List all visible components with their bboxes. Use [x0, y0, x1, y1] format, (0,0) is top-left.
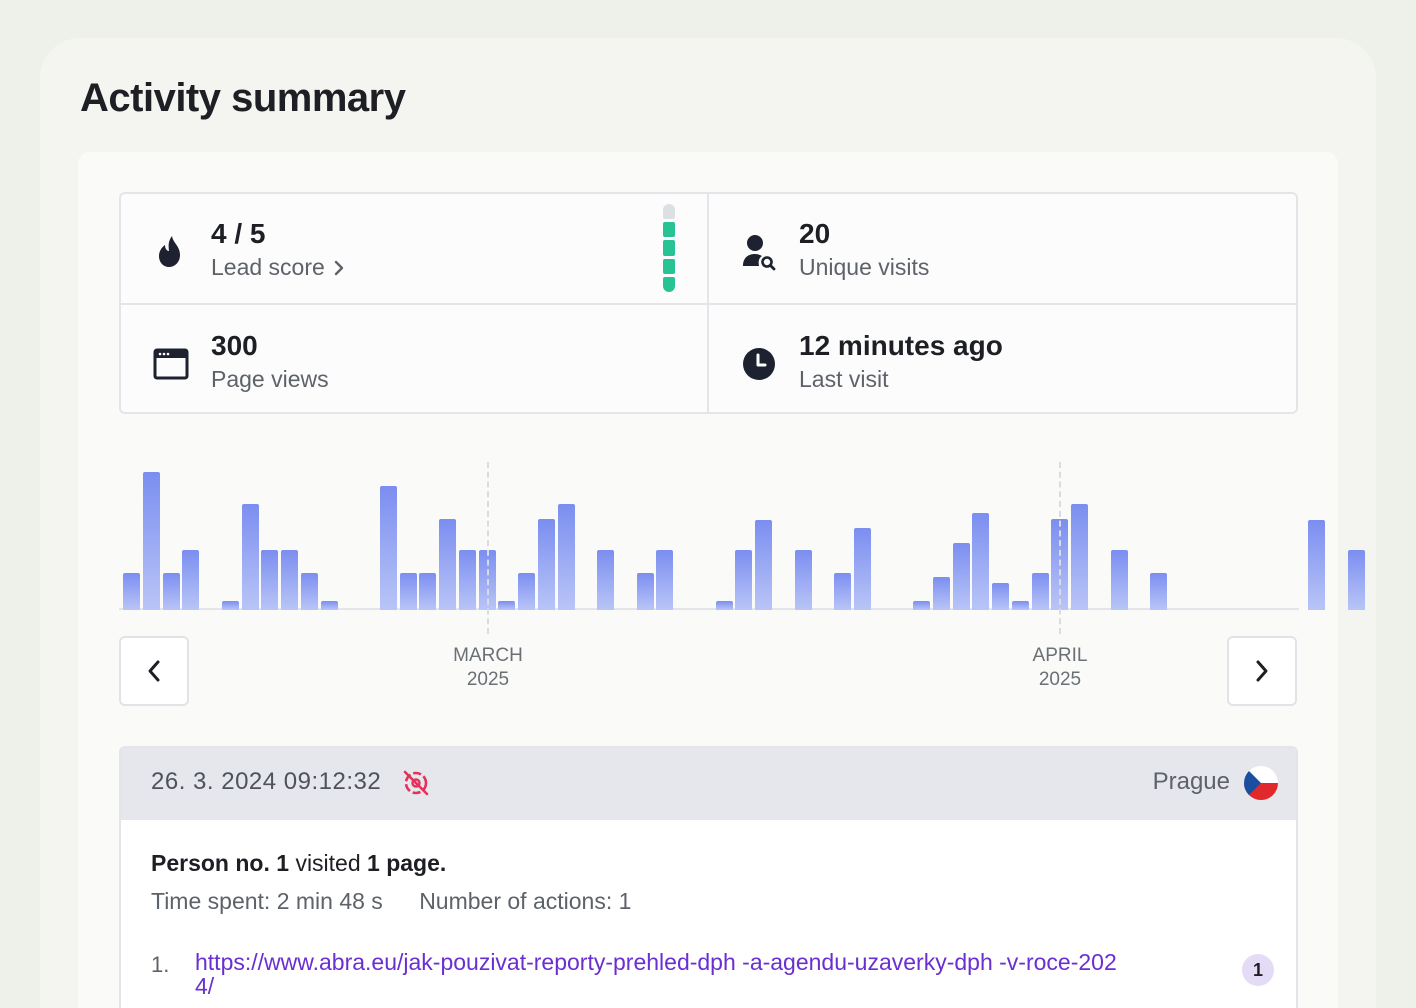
chart-bar[interactable] — [537, 518, 555, 610]
lead-score-link[interactable]: Lead score — [211, 254, 345, 281]
lead-score-label: Lead score — [211, 254, 325, 280]
chart-bar[interactable] — [1011, 601, 1029, 610]
pages-count: 1 page. — [367, 850, 447, 876]
chart-bar[interactable] — [458, 550, 476, 610]
prev-period-button[interactable] — [119, 636, 189, 706]
page-view-count-badge: 1 — [1242, 954, 1274, 986]
visited-text: visited — [295, 850, 361, 876]
month-divider-april — [1059, 462, 1061, 634]
browser-window-icon — [151, 344, 191, 384]
chart-bar[interactable] — [142, 472, 160, 610]
chart-baseline — [119, 608, 1299, 610]
chart-bar[interactable] — [557, 503, 575, 610]
chevron-left-icon — [148, 660, 160, 682]
chart-bar[interactable] — [320, 601, 338, 610]
chart-bar[interactable] — [853, 527, 871, 610]
chart-bar[interactable] — [162, 572, 180, 610]
session-city: Prague — [1152, 768, 1230, 795]
last-visit-value: 12 minutes ago — [799, 330, 1003, 361]
page-views-label: Page views — [211, 366, 329, 392]
session-datetime: 26. 3. 2024 09:12:32 — [151, 768, 382, 795]
unique-visits-value: 20 — [799, 218, 831, 249]
actions-count: Number of actions: 1 — [419, 888, 632, 914]
lead-score-meter — [663, 204, 675, 293]
chart-bar[interactable] — [992, 583, 1009, 610]
chart-bar[interactable] — [498, 601, 516, 610]
meter-segment — [663, 258, 675, 274]
chevron-right-icon — [1256, 660, 1268, 682]
page-title: Activity summary — [80, 76, 406, 120]
chart-bar[interactable] — [300, 572, 318, 610]
chart-bar[interactable] — [1071, 503, 1088, 610]
divider — [121, 303, 1296, 305]
chart-bar[interactable] — [1347, 550, 1365, 610]
chart-bar[interactable] — [123, 572, 140, 610]
chart-bar[interactable] — [1031, 572, 1049, 610]
chart-bar[interactable] — [1308, 520, 1325, 610]
month-year: 2025 — [466, 669, 510, 690]
chart-bar[interactable] — [241, 503, 259, 610]
chart-bar[interactable] — [261, 550, 279, 610]
next-period-button[interactable] — [1227, 636, 1297, 706]
chart-bar[interactable] — [636, 572, 654, 610]
chart-bar[interactable] — [379, 485, 397, 610]
stats-grid: 4 / 5 Lead score 20 Unique visits 300 Pa… — [119, 192, 1298, 414]
time-spent: Time spent: 2 min 48 s — [151, 888, 383, 914]
month-label-april: APRIL 2025 — [990, 644, 1130, 692]
chart-bar[interactable] — [913, 601, 930, 610]
chart-bar[interactable] — [281, 550, 298, 610]
meter-segment — [663, 240, 675, 256]
chart-bar[interactable] — [1150, 572, 1167, 610]
czech-flag-icon — [1244, 766, 1278, 800]
lead-score-value: 4 / 5 — [211, 218, 266, 249]
chevron-right-icon — [334, 260, 344, 275]
month-label-march: MARCH 2025 — [418, 644, 558, 692]
chart-bar[interactable] — [221, 601, 239, 610]
meter-segment — [663, 204, 675, 220]
unique-visits-label: Unique visits — [799, 254, 930, 280]
session-card: 26. 3. 2024 09:12:32 Prague Person no. 1… — [119, 746, 1298, 1008]
page-view-url[interactable]: https://www.abra.eu/jak-pouzivat-reporty… — [195, 949, 1117, 999]
chart-bar[interactable] — [182, 550, 200, 610]
flame-icon — [151, 232, 191, 272]
chart-bar[interactable] — [755, 520, 772, 610]
month-year: 2025 — [1038, 669, 1082, 690]
chart-bar[interactable] — [794, 550, 812, 610]
chart-bar[interactable] — [952, 542, 970, 610]
chart-bar[interactable] — [656, 550, 674, 610]
meter-segment — [663, 276, 675, 293]
person-name: Person no. 1 — [151, 850, 290, 876]
chart-bar[interactable] — [518, 572, 535, 610]
clock-icon — [739, 344, 779, 384]
chart-bar[interactable] — [932, 577, 950, 610]
month-name: MARCH — [453, 645, 523, 666]
chart-bar[interactable] — [834, 572, 851, 610]
chart-bar[interactable] — [735, 550, 753, 610]
chart-bar[interactable] — [972, 512, 990, 610]
no-tracking-icon — [401, 768, 431, 803]
user-search-icon — [739, 232, 779, 272]
month-name: APRIL — [1032, 645, 1088, 666]
last-visit-label: Last visit — [799, 366, 889, 392]
activity-bar-chart — [119, 440, 1365, 612]
chart-bar[interactable] — [715, 601, 733, 610]
chart-bar[interactable] — [1110, 550, 1128, 610]
meter-segment — [663, 222, 675, 238]
chart-bar[interactable] — [399, 572, 417, 610]
page-views-value: 300 — [211, 330, 258, 361]
month-divider-march — [487, 462, 489, 634]
session-header[interactable]: 26. 3. 2024 09:12:32 Prague — [121, 748, 1296, 820]
chart-bar[interactable] — [419, 572, 437, 610]
session-metrics: Time spent: 2 min 48 s Number of actions… — [151, 888, 631, 915]
chart-bar[interactable] — [597, 550, 614, 610]
chart-bar[interactable] — [439, 518, 456, 610]
session-summary: Person no. 1 visited 1 page. — [151, 850, 446, 877]
page-view-index: 1. — [151, 952, 170, 977]
